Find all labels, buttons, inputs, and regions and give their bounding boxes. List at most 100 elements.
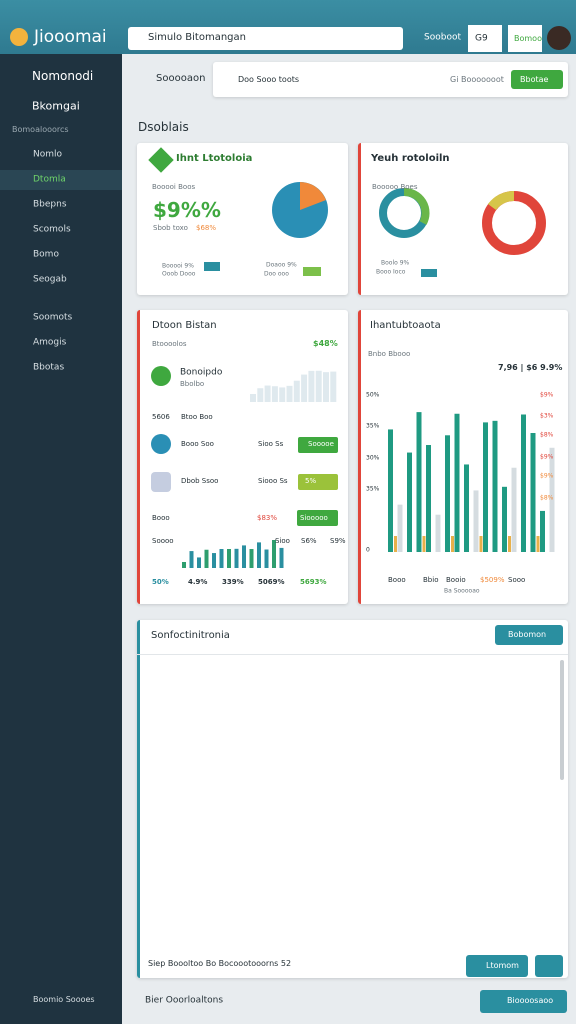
legend-label: Boolo 9% bbox=[381, 259, 410, 267]
nav-item[interactable]: Bbepns bbox=[33, 199, 67, 210]
row-button[interactable] bbox=[297, 510, 338, 526]
search-button[interactable]: Sooboot bbox=[424, 32, 461, 43]
legend-swatch bbox=[303, 267, 321, 276]
decor-bar bbox=[330, 371, 337, 402]
card-label: Booooi Boos bbox=[152, 182, 196, 191]
card-button[interactable] bbox=[466, 955, 528, 977]
pie-slice bbox=[300, 182, 326, 210]
decor-bar bbox=[189, 551, 194, 568]
logo-icon bbox=[10, 28, 28, 46]
decor-bar bbox=[521, 414, 526, 552]
nav-item[interactable]: Dtomla bbox=[33, 174, 66, 185]
nav-item[interactable]: Nomlo bbox=[33, 149, 63, 160]
row-text: Sioo bbox=[275, 536, 290, 545]
toolbar-button-label: Bbotae bbox=[520, 75, 549, 85]
decor-bar bbox=[451, 536, 454, 552]
row-text: Booo bbox=[152, 513, 170, 522]
divider bbox=[137, 654, 568, 655]
action-box[interactable] bbox=[468, 25, 502, 52]
donut-slice bbox=[487, 190, 515, 211]
bottom-button[interactable] bbox=[480, 990, 567, 1013]
decor-bar bbox=[227, 549, 231, 568]
card-value: 7,96 | $6 9.9% bbox=[498, 363, 563, 373]
right-axis-label: $9% bbox=[540, 391, 554, 399]
decor-bar bbox=[271, 386, 278, 402]
decor-bar bbox=[445, 435, 450, 552]
card-sub: Bnbo Bbooo bbox=[368, 349, 411, 358]
search-box[interactable] bbox=[128, 27, 403, 50]
nav-item[interactable]: Amogis bbox=[33, 337, 67, 348]
icon bbox=[151, 434, 171, 454]
action-box[interactable] bbox=[508, 25, 542, 52]
sidebar-item: Nomonodi bbox=[32, 68, 94, 83]
footer-value: 4.9% bbox=[188, 577, 208, 586]
x-axis-label: Sooo bbox=[508, 575, 526, 584]
row-text: 56% bbox=[300, 412, 316, 421]
nav-item[interactable]: Scomols bbox=[33, 224, 71, 235]
decor-bar bbox=[257, 542, 261, 568]
action-label: Bomoo bbox=[514, 34, 542, 44]
search-placeholder: Simulo Bitomangan bbox=[148, 32, 246, 43]
decor-bar bbox=[308, 370, 315, 402]
decor-bar bbox=[407, 452, 412, 552]
card-sub: Sbob toxo bbox=[153, 223, 188, 232]
toolbar-button[interactable] bbox=[511, 70, 563, 89]
decor-bar bbox=[454, 413, 460, 552]
icon-button[interactable] bbox=[535, 955, 563, 977]
card-sub: Btoooolos bbox=[152, 339, 187, 348]
button-label: Ltomom bbox=[486, 961, 519, 971]
legend-label: Booooi 9% bbox=[162, 262, 194, 270]
row-button[interactable] bbox=[298, 437, 338, 453]
donut-slice bbox=[403, 188, 430, 225]
row-text: S9% bbox=[330, 536, 346, 545]
footer-value: 339% bbox=[222, 577, 244, 586]
card-button[interactable] bbox=[495, 625, 563, 645]
sidebar bbox=[0, 54, 122, 1024]
decor-bar bbox=[250, 394, 256, 402]
decor-bar bbox=[397, 504, 403, 552]
row-text: Sooooe bbox=[308, 439, 334, 448]
logo: Jiooomai bbox=[34, 26, 107, 47]
nav-item[interactable]: Seogab bbox=[33, 274, 67, 285]
decor-bar bbox=[212, 553, 216, 568]
icon bbox=[151, 366, 171, 386]
sidebar-section: Bomoalooorcs bbox=[12, 125, 69, 135]
card-label: Booooo Boes bbox=[372, 182, 418, 191]
x-axis-label: $509% bbox=[480, 575, 505, 584]
row-text: Sioo Ss bbox=[258, 439, 284, 448]
decor-bar bbox=[464, 464, 469, 552]
y-axis-label: 35% bbox=[366, 485, 380, 493]
decor-bar bbox=[204, 549, 209, 568]
row-text: $83% bbox=[257, 513, 278, 522]
action-label: G9 bbox=[475, 33, 488, 44]
x-axis-label: Bbio bbox=[423, 575, 439, 584]
y-axis-label: 0 bbox=[366, 546, 370, 554]
decor-bar bbox=[293, 380, 300, 402]
right-axis-label: $9% bbox=[540, 453, 554, 461]
button-label: Bobomon bbox=[508, 630, 547, 640]
nav-item[interactable]: Bomo bbox=[33, 249, 59, 260]
footer-value: 5693% bbox=[300, 577, 327, 586]
legend-label: Doaoo 9% bbox=[266, 261, 297, 269]
nav-item[interactable]: Bbotas bbox=[33, 362, 65, 373]
big-value: $9%% bbox=[153, 198, 221, 222]
decor-bar bbox=[473, 490, 479, 552]
row-text: Siooooo bbox=[300, 513, 328, 522]
row-button[interactable] bbox=[298, 474, 338, 490]
row-text: Btoo Boo bbox=[181, 412, 213, 421]
decor-bar bbox=[301, 374, 308, 402]
decor-bar bbox=[315, 370, 322, 402]
decor-bar bbox=[323, 372, 329, 402]
decor-bar bbox=[530, 433, 536, 552]
active-nav-bg bbox=[0, 170, 122, 190]
right-axis-label: $3% bbox=[540, 412, 554, 420]
avatar[interactable] bbox=[547, 26, 571, 50]
card-value: $48% bbox=[313, 339, 338, 349]
item-sub: Bbolbo bbox=[180, 379, 205, 388]
decor-bar bbox=[219, 549, 224, 568]
card bbox=[137, 620, 568, 978]
nav-item[interactable]: Soomots bbox=[33, 312, 73, 323]
legend-label: Booo Ioco bbox=[376, 268, 406, 276]
